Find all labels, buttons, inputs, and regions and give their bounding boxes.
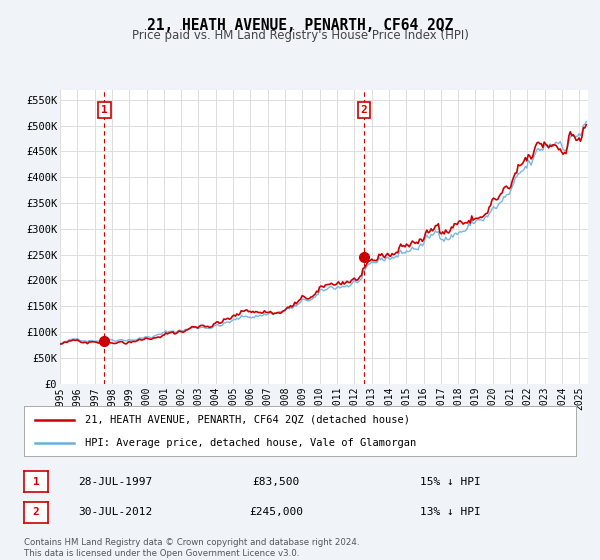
Text: 21, HEATH AVENUE, PENARTH, CF64 2QZ (detached house): 21, HEATH AVENUE, PENARTH, CF64 2QZ (det… — [85, 414, 410, 424]
Text: This data is licensed under the Open Government Licence v3.0.: This data is licensed under the Open Gov… — [24, 549, 299, 558]
Text: 2: 2 — [361, 105, 368, 115]
Text: 2: 2 — [32, 507, 40, 517]
Text: 1: 1 — [101, 105, 108, 115]
Text: 15% ↓ HPI: 15% ↓ HPI — [420, 477, 481, 487]
Text: 30-JUL-2012: 30-JUL-2012 — [78, 507, 152, 517]
Text: Price paid vs. HM Land Registry's House Price Index (HPI): Price paid vs. HM Land Registry's House … — [131, 29, 469, 42]
Text: 28-JUL-1997: 28-JUL-1997 — [78, 477, 152, 487]
Text: 1: 1 — [32, 477, 40, 487]
Text: 21, HEATH AVENUE, PENARTH, CF64 2QZ: 21, HEATH AVENUE, PENARTH, CF64 2QZ — [147, 18, 453, 33]
Text: £245,000: £245,000 — [249, 507, 303, 517]
Text: £83,500: £83,500 — [253, 477, 299, 487]
Text: 13% ↓ HPI: 13% ↓ HPI — [420, 507, 481, 517]
Text: Contains HM Land Registry data © Crown copyright and database right 2024.: Contains HM Land Registry data © Crown c… — [24, 538, 359, 547]
Text: HPI: Average price, detached house, Vale of Glamorgan: HPI: Average price, detached house, Vale… — [85, 438, 416, 448]
